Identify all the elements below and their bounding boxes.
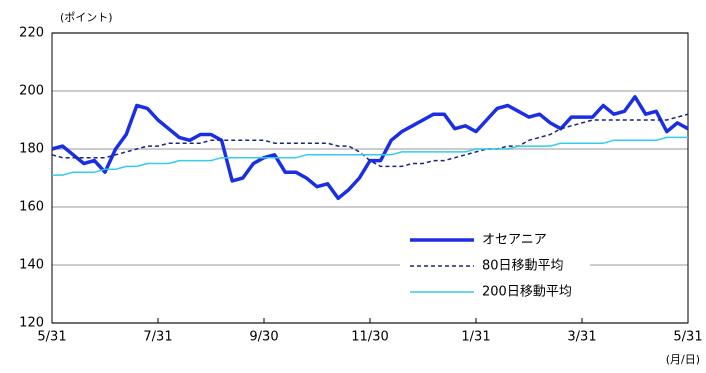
legend-label: 80日移動平均 [482,259,564,274]
x-axis-label: (月/日) [666,353,700,366]
plot-frame [51,32,689,324]
legend-label: オセアニア [482,233,547,248]
y-tick-label: 120 [19,316,44,331]
y-axis-label: (ポイント) [60,11,113,24]
y-tick-label: 180 [19,142,44,157]
y-tick-label: 220 [19,26,44,41]
x-tick-label: 7/31 [143,330,172,345]
series-line [51,95,689,201]
legend-box [400,226,590,298]
x-tick-label: 3/31 [567,330,596,345]
y-tick-label: 160 [19,200,44,215]
legend-label: 200日移動平均 [482,285,572,300]
x-tick-label: 5/31 [673,330,702,345]
x-tick-label: 9/30 [249,330,278,345]
y-tick-label: 140 [19,258,44,273]
series-line [51,113,689,168]
x-tick-label: 1/31 [461,330,490,345]
x-tick-label: 11/30 [351,330,388,345]
x-tick-label: 5/31 [37,330,66,345]
y-tick-label: 200 [19,84,44,99]
series-line [52,136,688,176]
